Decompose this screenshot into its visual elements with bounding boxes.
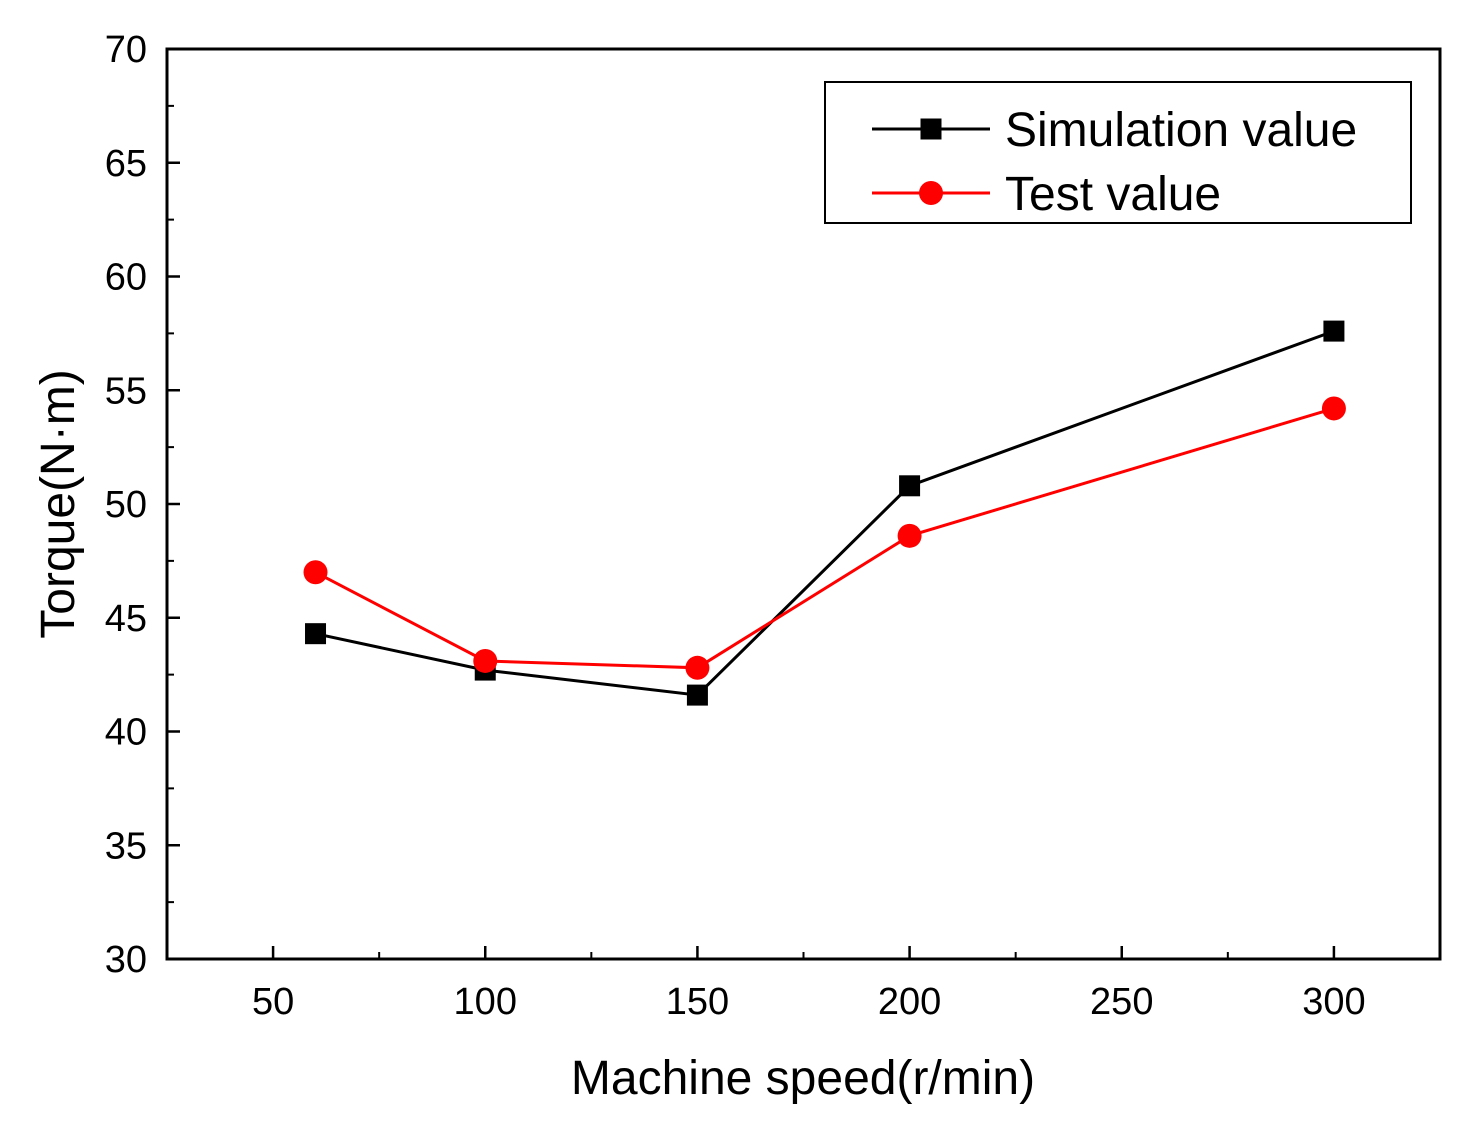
x-tick-label: 300 [1302, 981, 1365, 1023]
series-lines [303, 320, 1346, 706]
y-tick-label: 65 [105, 143, 147, 185]
y-tick-label: 60 [105, 257, 147, 299]
series-0 [305, 320, 1345, 706]
legend-label: Test value [1005, 168, 1221, 221]
x-tick-label: 250 [1090, 981, 1153, 1023]
y-tick-label: 55 [105, 370, 147, 412]
y-tick-label: 40 [105, 712, 147, 754]
y-tick-label: 50 [105, 484, 147, 526]
x-tick-label: 200 [878, 981, 941, 1023]
legend-item: Simulation value [872, 104, 1357, 157]
legend-marker [920, 118, 942, 140]
legend-marker [919, 181, 943, 205]
legend-label: Simulation value [1005, 104, 1357, 157]
series-1 [303, 396, 1346, 680]
legend: Simulation value Test value [824, 81, 1412, 224]
data-point [897, 523, 922, 548]
legend-item: Test value [872, 168, 1221, 221]
data-point [685, 655, 710, 680]
plot-frame [165, 47, 1442, 961]
data-point [1321, 396, 1346, 421]
y-tick-label: 35 [105, 825, 147, 867]
data-point [1323, 320, 1345, 342]
y-axis-title: Torque(N·m) [32, 369, 85, 638]
data-point [305, 623, 327, 645]
x-axis-title: Machine speed(r/min) [571, 1052, 1035, 1105]
x-tick-label: 150 [666, 981, 729, 1023]
tick-labels: 50 100 150 200 250 300 30 35 40 45 50 55 60 65 70 [105, 29, 1366, 1023]
data-point [303, 560, 328, 585]
y-tick-label: 70 [105, 29, 147, 71]
legend-items: Simulation value Test value [872, 104, 1357, 221]
x-tick-label: 50 [252, 981, 294, 1023]
y-tick-label: 45 [105, 598, 147, 640]
data-point [686, 684, 708, 706]
y-tick-label: 30 [105, 939, 147, 981]
x-tick-label: 100 [454, 981, 517, 1023]
data-point [899, 475, 921, 497]
data-point [473, 648, 498, 673]
